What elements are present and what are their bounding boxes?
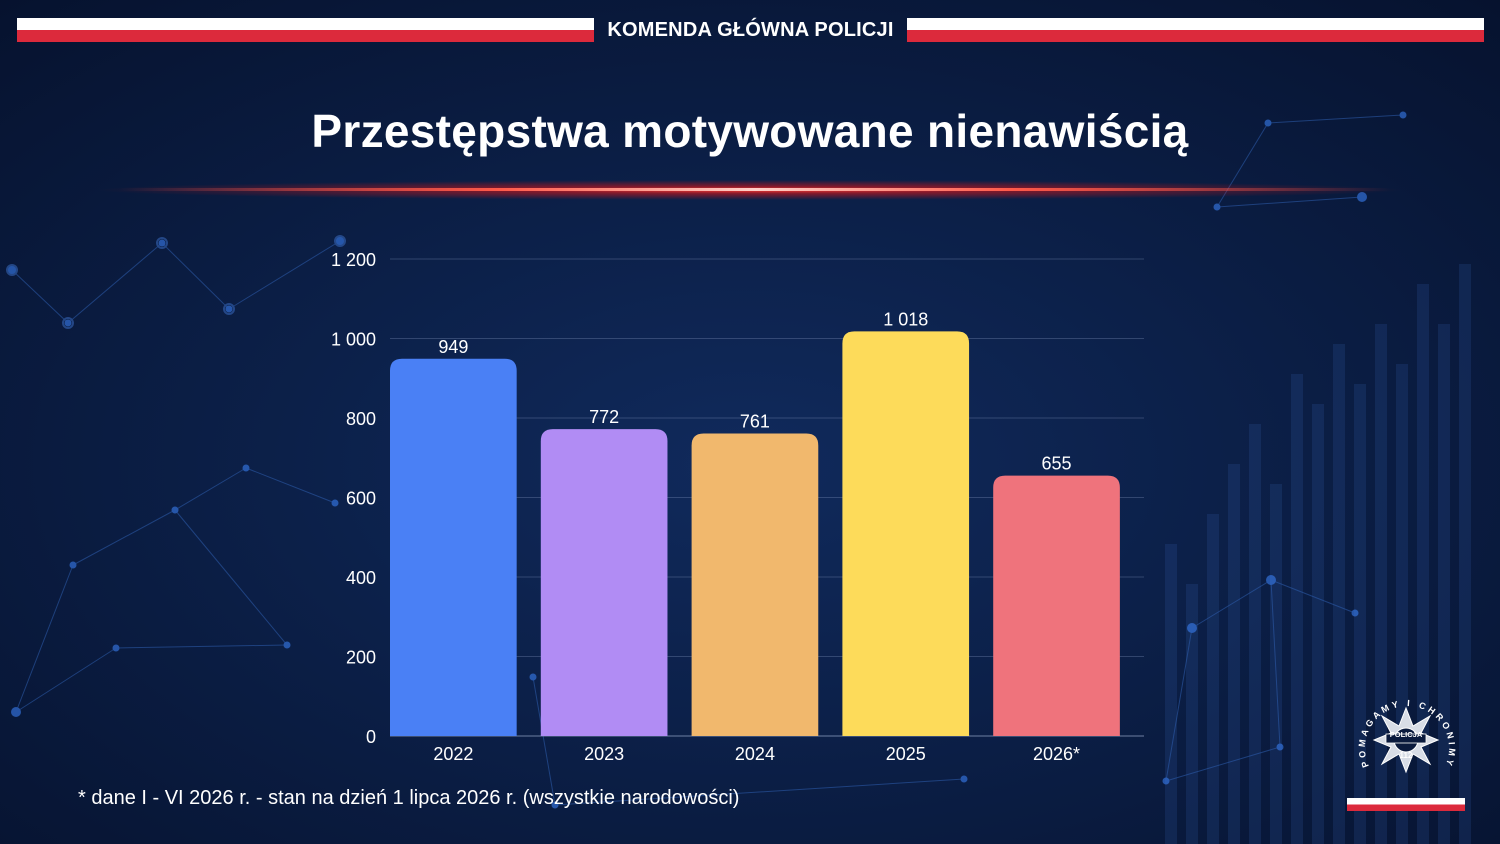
bar-value-label: 772 (589, 407, 619, 427)
police-star-icon (1372, 706, 1440, 774)
bar-value-label: 1 018 (883, 309, 928, 329)
y-tick-label: 1 000 (331, 330, 376, 350)
bar (691, 433, 819, 736)
bar (842, 331, 970, 736)
polish-flag-left (17, 18, 594, 42)
footnote: * dane I - VI 2026 r. - stan na dzień 1 … (78, 787, 740, 809)
x-tick-label: 2022 (433, 744, 473, 764)
bar (540, 429, 668, 736)
red-divider-line (120, 188, 1390, 191)
y-tick-label: 1 200 (331, 250, 376, 270)
x-tick-label: 2026* (1033, 744, 1080, 764)
x-tick-label: 2024 (735, 744, 775, 764)
polish-flag-right (907, 18, 1484, 42)
logo-badge-text: POLICJA (1390, 730, 1423, 739)
y-tick-label: 600 (346, 489, 376, 509)
polish-flag-bottom (1347, 798, 1465, 811)
logo-number: 112 (1400, 751, 1413, 760)
x-tick-label: 2025 (886, 744, 926, 764)
page-title: Przestępstwa motywowane nienawiścią (311, 105, 1189, 157)
y-tick-label: 200 (346, 648, 376, 668)
y-tick-label: 0 (366, 727, 376, 747)
bar (993, 475, 1120, 736)
bar-value-label: 761 (740, 412, 770, 432)
bar-value-label: 655 (1042, 454, 1072, 474)
x-tick-label: 2023 (584, 744, 624, 764)
bar (390, 358, 517, 736)
y-tick-label: 400 (346, 568, 376, 588)
header-title: KOMENDA GŁÓWNA POLICJI (607, 19, 894, 41)
y-tick-label: 800 (346, 409, 376, 429)
bar-value-label: 949 (438, 337, 468, 357)
police-logo: POMAGAMY I CHRONIMY POLICJA 112 (1357, 698, 1454, 774)
